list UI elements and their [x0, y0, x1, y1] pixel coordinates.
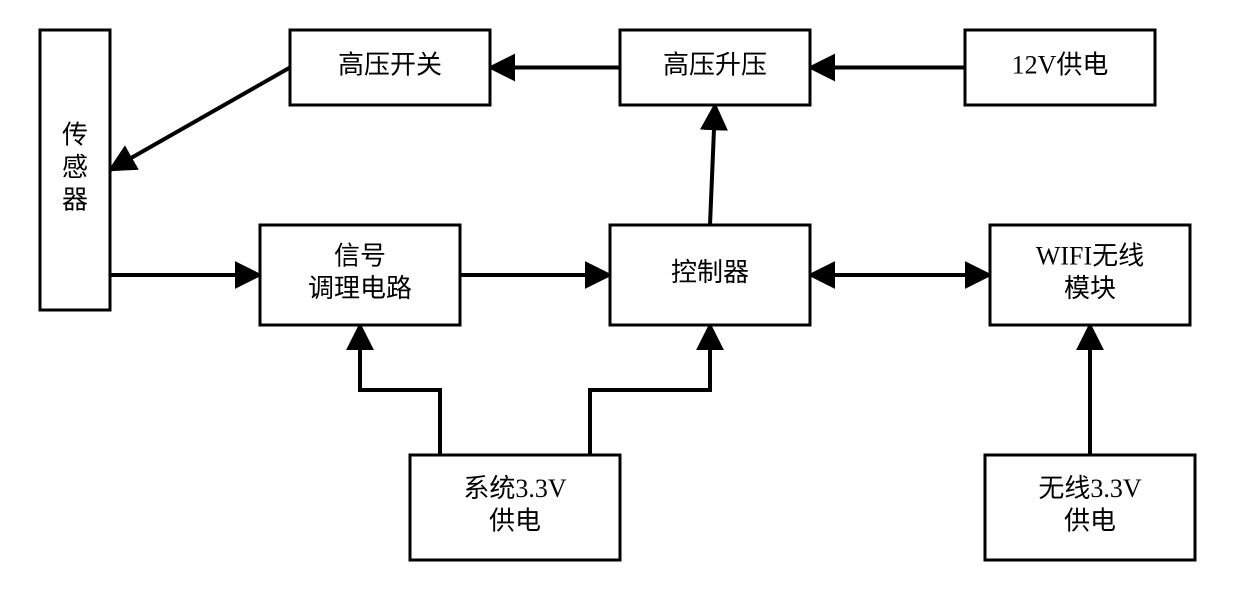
node-wifi-label-0: WIFI无线: [1036, 242, 1144, 271]
node-wifi-label-1: 模块: [1064, 274, 1116, 303]
node-sys_33v-label-1: 供电: [489, 507, 541, 536]
node-hv_switch: 高压开关: [290, 30, 490, 105]
edge-hv_switch_to_sensor: [110, 68, 290, 171]
edge-sys33v_to_signal: [360, 325, 440, 455]
edge-sys33v_to_controller: [590, 325, 710, 455]
node-wifi_33v: 无线3.3V 供电: [985, 455, 1195, 560]
node-hv_boost: 高压升压: [620, 30, 810, 105]
node-signal_cond-label-1: 调理电路: [308, 274, 412, 303]
node-wifi_33v-label-0: 无线3.3V: [1038, 474, 1142, 503]
node-pwr_12v: 12V供电: [965, 30, 1155, 105]
node-controller: 控制器: [610, 225, 810, 325]
node-signal_cond-label-0: 信号: [334, 242, 386, 271]
edges: [75, 68, 1090, 456]
node-sys_33v: 系统3.3V 供电: [410, 455, 620, 560]
node-wifi_33v-label-1: 供电: [1064, 507, 1116, 536]
node-pwr_12v-label-0: 12V供电: [1012, 50, 1109, 79]
node-hv_boost-label-0: 高压升压: [663, 50, 767, 79]
node-hv_switch-label-0: 高压开关: [338, 50, 442, 79]
node-sensor-label-0: 传: [62, 120, 88, 149]
edge-controller_to_hvboost: [710, 105, 715, 225]
node-sensor-label-1: 感: [62, 153, 88, 182]
node-controller-label-0: 控制器: [671, 258, 749, 287]
node-wifi: WIFI无线模块: [990, 225, 1190, 325]
node-sys_33v-label-0: 系统3.3V: [463, 474, 567, 503]
node-sensor: 传感器: [40, 30, 110, 310]
node-signal_cond: 信号调理电路: [260, 225, 460, 325]
node-sensor-label-2: 器: [62, 185, 88, 214]
block-diagram: 传感器 高压开关 高压升压 12V供电信号调理电路 控制器 WIFI无线模块系统3.3V 供…: [0, 0, 1240, 592]
